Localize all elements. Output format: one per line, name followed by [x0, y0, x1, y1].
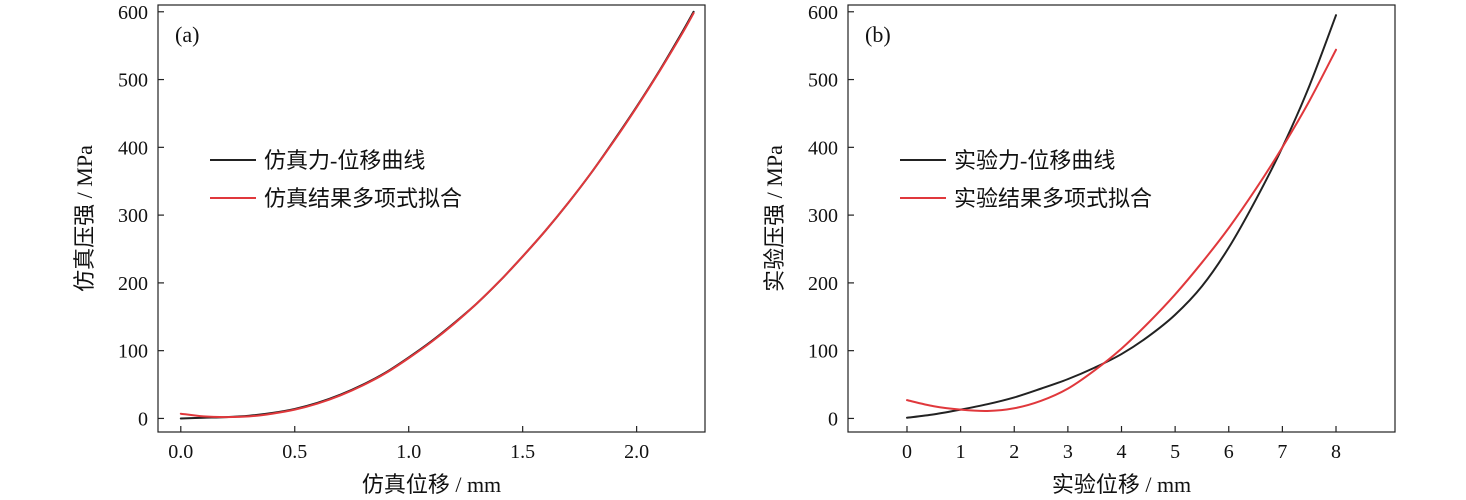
y-tick-label: 400 [808, 137, 838, 159]
legend-label-b-1: 实验结果多项式拟合 [954, 186, 1152, 211]
x-tick-label: 2 [1009, 441, 1019, 463]
x-tick-label: 1 [956, 441, 966, 463]
x-tick-label: 4 [1117, 441, 1127, 463]
x-tick-label: 5 [1170, 441, 1180, 463]
series-line-a-1 [179, 12, 695, 419]
y-tick-label: 500 [118, 70, 148, 92]
x-tick-label: 0.5 [282, 441, 307, 463]
y-axis-label-a: 仿真压强 / MPa [72, 145, 97, 292]
series-line-a-0 [179, 10, 695, 420]
x-tick-label: 1.5 [510, 441, 535, 463]
panel-label-b: (b) [865, 22, 891, 47]
series-lines-a [179, 10, 695, 420]
y-tick-label: 500 [808, 70, 838, 92]
x-tick-label: 0.0 [168, 441, 193, 463]
x-tick-label: 1.0 [396, 441, 421, 463]
x-tick-label: 0 [902, 441, 912, 463]
y-tick-label: 400 [118, 137, 148, 159]
panel-b: 0 1 2 3 4 5 6 7 8 0 100 200 300 400 500 600 (b) 实验力-位移… [762, 2, 1396, 497]
y-ticks-b: 0 100 200 300 400 500 600 [808, 2, 854, 430]
series-lines-b [905, 14, 1338, 419]
series-line-b-1 [905, 48, 1338, 413]
plot-frame-a [157, 4, 706, 433]
y-tick-label: 300 [808, 205, 838, 227]
x-tick-label: 2.0 [624, 441, 649, 463]
x-ticks-b: 0 1 2 3 4 5 6 7 8 [902, 426, 1341, 463]
legend-label-a-1: 仿真结果多项式拟合 [264, 186, 462, 211]
x-axis-label-b: 实验位移 / mm [1052, 472, 1191, 497]
plot-frame-b [847, 4, 1396, 433]
y-tick-label: 300 [118, 205, 148, 227]
y-tick-label: 0 [828, 408, 838, 430]
legend-b: 实验力-位移曲线 实验结果多项式拟合 [900, 148, 1152, 211]
y-tick-label: 100 [808, 341, 838, 363]
y-tick-label: 0 [138, 408, 148, 430]
y-tick-label: 200 [118, 273, 148, 295]
legend-label-a-0: 仿真力-位移曲线 [264, 148, 425, 173]
y-tick-label: 100 [118, 341, 148, 363]
series-line-b-0 [905, 14, 1338, 419]
legend-a: 仿真力-位移曲线 仿真结果多项式拟合 [210, 148, 462, 211]
x-tick-label: 8 [1331, 441, 1341, 463]
y-axis-label-b: 实验压强 / MPa [762, 145, 787, 292]
y-tick-label: 600 [808, 2, 838, 24]
x-tick-label: 7 [1277, 441, 1287, 463]
y-tick-label: 200 [808, 273, 838, 295]
x-ticks-a: 0.0 0.5 1.0 1.5 2.0 [168, 426, 649, 463]
y-ticks-a: 0 100 200 300 400 500 600 [118, 2, 164, 430]
panel-label-a: (a) [175, 22, 199, 47]
x-axis-label-a: 仿真位移 / mm [362, 472, 501, 497]
y-tick-label: 600 [118, 2, 148, 24]
x-tick-label: 6 [1224, 441, 1234, 463]
x-tick-label: 3 [1063, 441, 1073, 463]
legend-label-b-0: 实验力-位移曲线 [954, 148, 1115, 173]
